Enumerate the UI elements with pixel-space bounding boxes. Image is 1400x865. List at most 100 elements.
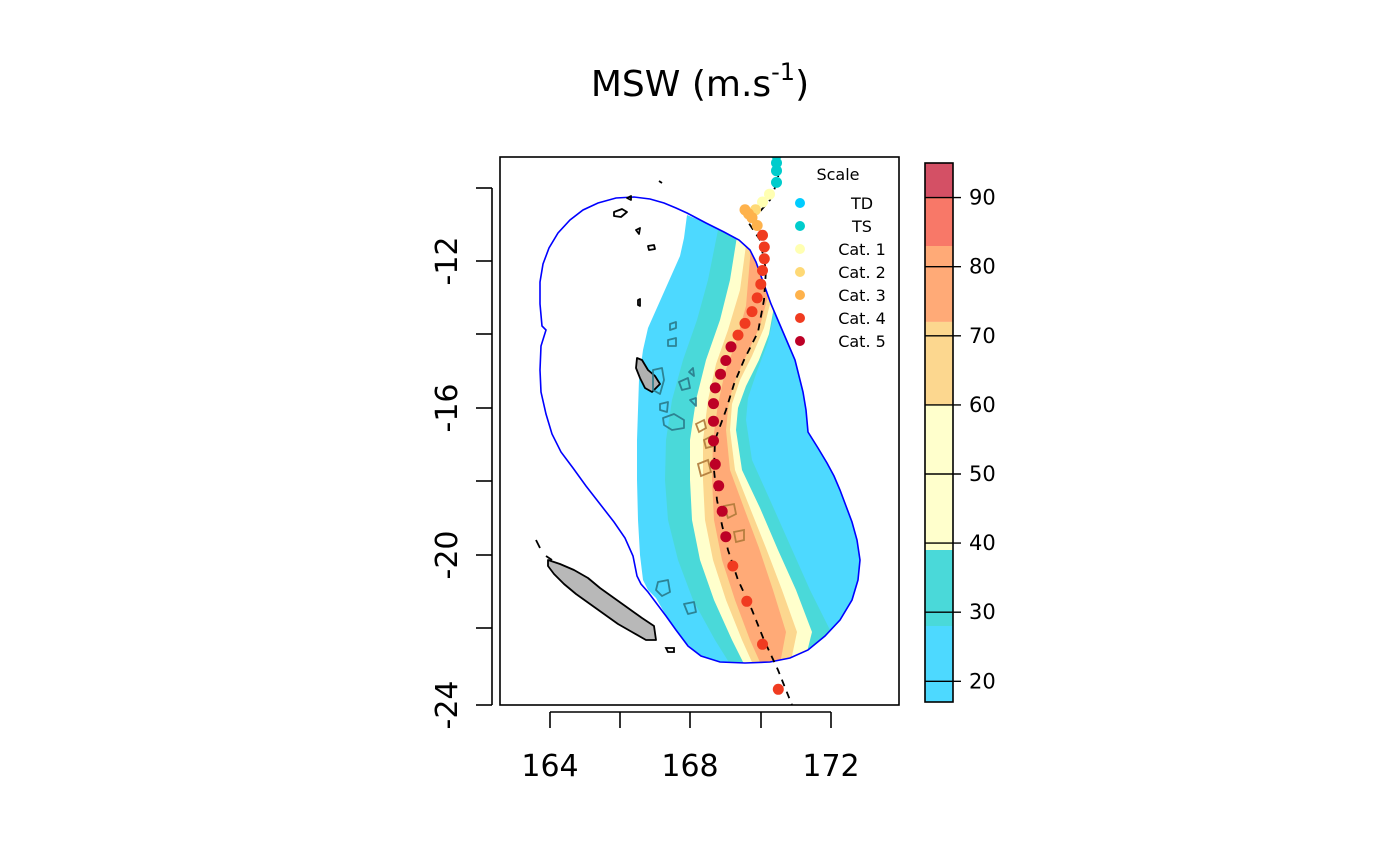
legend-title: Scale bbox=[816, 165, 859, 184]
colorbar-label-80: 80 bbox=[969, 255, 996, 279]
island-north-6 bbox=[658, 180, 663, 184]
island-north-1 bbox=[613, 208, 628, 218]
track-point-5 bbox=[757, 196, 768, 208]
colorbar-label-70: 70 bbox=[969, 324, 996, 348]
legend-label-1: TS bbox=[851, 217, 872, 236]
legend-swatch-2 bbox=[795, 244, 805, 254]
track-point-1 bbox=[771, 157, 782, 169]
legend-swatch-0 bbox=[795, 198, 805, 208]
island-grande-terre bbox=[547, 559, 657, 641]
track-point-28 bbox=[713, 480, 725, 492]
track-point-14 bbox=[757, 265, 768, 276]
colorbar-band-4 bbox=[925, 245, 953, 322]
colorbar-band-6 bbox=[925, 163, 953, 198]
vanuatu-islands-in-swath bbox=[652, 321, 697, 615]
track-point-16 bbox=[751, 292, 763, 304]
x-tick-label-172: 172 bbox=[802, 749, 859, 784]
y-tick-label--16: -16 bbox=[430, 384, 465, 433]
track-point-17 bbox=[746, 306, 758, 318]
track-point-15 bbox=[755, 278, 767, 290]
colorbar-band-1 bbox=[925, 550, 953, 626]
track-point-9 bbox=[746, 212, 758, 224]
new-caledonia bbox=[535, 539, 675, 653]
islands-in-core bbox=[694, 418, 745, 544]
island-tanna bbox=[655, 579, 671, 597]
island-efate bbox=[662, 413, 685, 431]
island-e bbox=[659, 401, 669, 413]
track-point-29 bbox=[716, 505, 728, 517]
track-point-3 bbox=[771, 176, 782, 188]
island-espiritu-santo bbox=[635, 357, 661, 393]
track-point-25 bbox=[708, 415, 719, 427]
track-point-10 bbox=[751, 220, 763, 231]
map-frame bbox=[499, 156, 900, 706]
x-tick-label-164: 164 bbox=[521, 749, 578, 784]
island-north-3 bbox=[635, 227, 641, 235]
legend-label-3: Cat. 2 bbox=[838, 263, 886, 282]
legend-label-5: Cat. 4 bbox=[838, 309, 886, 328]
island-north-4 bbox=[647, 244, 656, 251]
island-malakula bbox=[652, 367, 665, 395]
track-point-11 bbox=[757, 229, 768, 241]
legend-label-2: Cat. 1 bbox=[838, 240, 886, 259]
track-point-13 bbox=[758, 253, 770, 265]
island-a bbox=[669, 321, 677, 331]
colorbar bbox=[925, 163, 953, 702]
y-axis bbox=[476, 187, 493, 706]
track-point-31 bbox=[727, 560, 739, 572]
wind-swath bbox=[637, 215, 860, 663]
island-nc-small-3 bbox=[664, 647, 675, 653]
legend-label-0: TD bbox=[850, 194, 873, 213]
x-axis bbox=[549, 711, 832, 728]
y-tick-label--20: -20 bbox=[430, 531, 465, 580]
legend-label-4: Cat. 3 bbox=[838, 286, 886, 305]
colorbar-band-5 bbox=[925, 197, 953, 246]
track-point-4 bbox=[764, 188, 775, 200]
track-point-27 bbox=[709, 458, 721, 470]
track-point-34 bbox=[772, 683, 784, 695]
track-point-12 bbox=[758, 241, 770, 253]
vanuatu-islands bbox=[613, 180, 663, 393]
island-d bbox=[688, 367, 695, 377]
colorbar-label-90: 90 bbox=[969, 186, 996, 210]
swath-envelope-outline bbox=[539, 196, 861, 664]
legend-swatch-5 bbox=[795, 313, 805, 323]
x-tick-label-168: 168 bbox=[661, 749, 718, 784]
track-point-32 bbox=[741, 595, 753, 607]
colorbar-frame bbox=[924, 162, 954, 703]
figure-title: MSW (m.s-1) bbox=[591, 58, 809, 105]
track-point-18 bbox=[739, 317, 751, 329]
track-point-19 bbox=[732, 329, 744, 341]
legend-swatch-3 bbox=[795, 267, 805, 277]
colorbar-label-40: 40 bbox=[969, 531, 996, 555]
colorbar-label-20: 20 bbox=[969, 669, 996, 693]
colorbar-band-2 bbox=[925, 404, 953, 550]
colorbar-label-50: 50 bbox=[969, 462, 996, 486]
island-nc-small-1 bbox=[535, 539, 541, 549]
colorbar-band-3 bbox=[925, 321, 953, 405]
island-g bbox=[694, 418, 708, 434]
island-b bbox=[667, 337, 677, 347]
legend-label-6: Cat. 5 bbox=[838, 332, 886, 351]
y-tick-label--24: -24 bbox=[430, 681, 465, 730]
island-aneityum bbox=[683, 601, 697, 615]
track-point-2 bbox=[771, 165, 782, 177]
island-north-5 bbox=[637, 298, 641, 307]
track-point-21 bbox=[720, 355, 732, 366]
cyclone-track-points bbox=[708, 157, 784, 695]
colorbar-label-30: 30 bbox=[969, 600, 996, 624]
island-nc-small-2 bbox=[545, 555, 553, 561]
track-point-22 bbox=[715, 368, 726, 380]
island-k bbox=[732, 528, 745, 544]
colorbar-ticks: 20 30 40 50 60 70 80 90 bbox=[925, 186, 996, 693]
y-tick-label--12: -12 bbox=[430, 237, 465, 286]
track-point-24 bbox=[708, 398, 719, 410]
map-plot-area bbox=[535, 157, 861, 705]
intensity-legend: Scale TD TS Cat. 1 Cat. 2 Cat. 3 Cat. 4 Cat. 5 bbox=[795, 165, 886, 351]
island-c bbox=[678, 377, 691, 391]
island-i bbox=[696, 458, 713, 478]
track-point-33 bbox=[757, 638, 768, 650]
colorbar-label-60: 60 bbox=[969, 393, 996, 417]
track-point-23 bbox=[709, 382, 721, 394]
